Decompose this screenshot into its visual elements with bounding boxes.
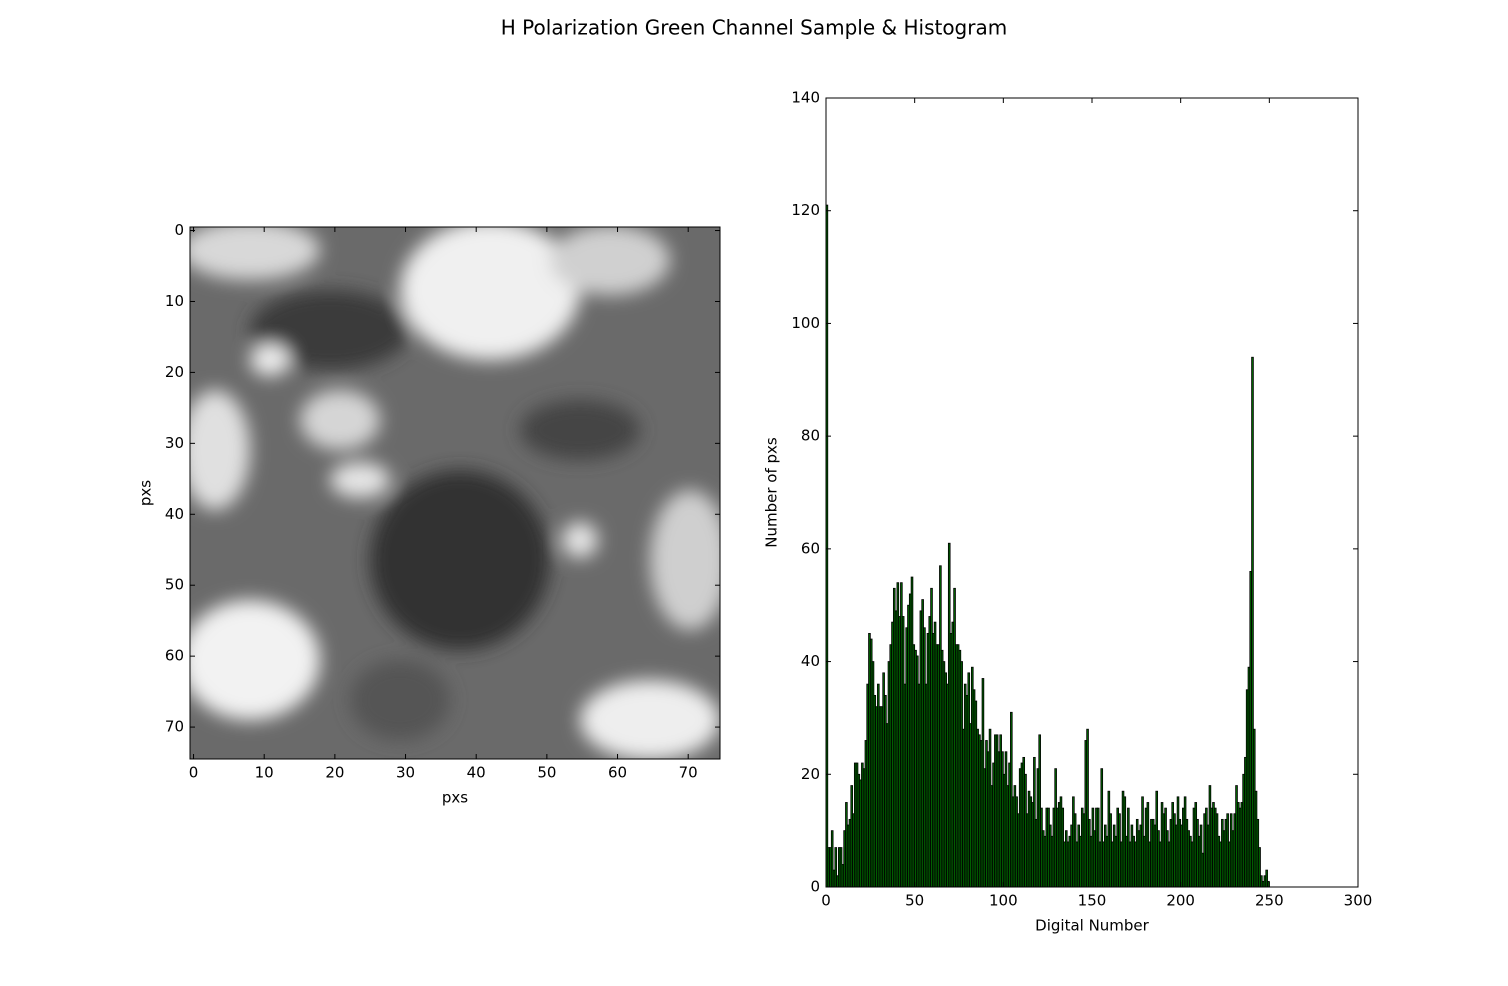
x-tick-label: 0 bbox=[821, 892, 831, 910]
y-tick-label: 80 bbox=[801, 427, 820, 445]
y-tick-label: 30 bbox=[165, 434, 184, 452]
image-texture bbox=[190, 227, 720, 759]
x-tick-label: 250 bbox=[1255, 892, 1284, 910]
y-axis-label: pxs bbox=[137, 480, 155, 506]
x-tick-label: 200 bbox=[1166, 892, 1195, 910]
x-tick-label: 40 bbox=[467, 764, 486, 782]
y-tick-label: 70 bbox=[165, 718, 184, 736]
y-axis-label: Number of pxs bbox=[763, 437, 781, 548]
y-tick-label: 0 bbox=[810, 878, 820, 896]
x-tick-label: 70 bbox=[679, 764, 698, 782]
axes-frame bbox=[189, 226, 721, 760]
x-tick-label: 50 bbox=[905, 892, 924, 910]
x-tick-label: 30 bbox=[396, 764, 415, 782]
y-tick-label: 20 bbox=[801, 765, 820, 783]
y-tick-label: 60 bbox=[801, 539, 820, 557]
y-tick-label: 140 bbox=[791, 89, 820, 107]
x-tick-label: 300 bbox=[1344, 892, 1373, 910]
y-tick-label: 40 bbox=[165, 505, 184, 523]
x-tick-label: 100 bbox=[989, 892, 1018, 910]
y-tick-label: 40 bbox=[801, 652, 820, 670]
x-tick-label: 150 bbox=[1078, 892, 1107, 910]
y-tick-label: 10 bbox=[165, 292, 184, 310]
x-tick-label: 0 bbox=[189, 764, 199, 782]
x-tick-label: 50 bbox=[537, 764, 556, 782]
y-tick-label: 50 bbox=[165, 576, 184, 594]
x-axis-label: pxs bbox=[442, 789, 468, 807]
y-tick-label: 20 bbox=[165, 363, 184, 381]
y-tick-label: 120 bbox=[791, 201, 820, 219]
y-tick-label: 0 bbox=[174, 221, 184, 239]
x-axis-label: Digital Number bbox=[1035, 917, 1150, 935]
y-tick-label: 60 bbox=[165, 647, 184, 665]
x-tick-label: 60 bbox=[608, 764, 627, 782]
x-tick-label: 20 bbox=[325, 764, 344, 782]
x-tick-label: 10 bbox=[255, 764, 274, 782]
y-tick-label: 100 bbox=[791, 314, 820, 332]
figure-title: H Polarization Green Channel Sample & Hi… bbox=[501, 16, 1007, 40]
